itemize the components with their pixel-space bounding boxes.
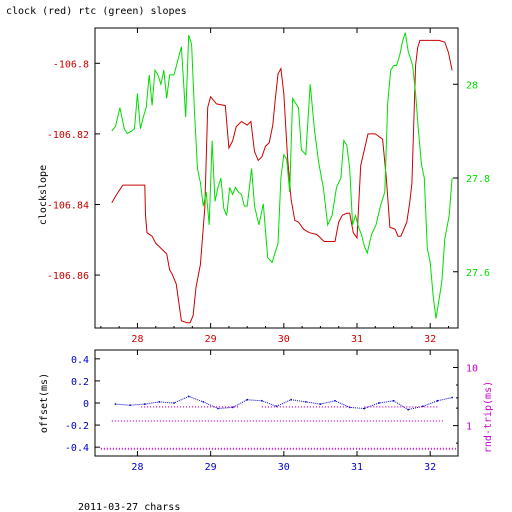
top-x-tick-label: 31 bbox=[351, 334, 363, 345]
offset-point bbox=[202, 401, 205, 403]
bottom-y-tick-label: 0 bbox=[83, 399, 89, 410]
chart-title: clock (red) rtc (green) slopes bbox=[6, 6, 187, 17]
bottom-y-tick-label: 0.4 bbox=[71, 355, 89, 366]
bottom-y-tick-label: -0.4 bbox=[65, 443, 89, 454]
offset-point bbox=[158, 401, 161, 403]
top-y-axis-label: clockslope bbox=[38, 165, 49, 225]
bottom-y-axis-label: offset(ms) bbox=[39, 373, 50, 433]
bottom-x-tick-label: 29 bbox=[205, 462, 217, 473]
top-y-tick-label: -106.84 bbox=[47, 200, 89, 211]
offset-point bbox=[261, 399, 263, 402]
top-x-tick-label: 29 bbox=[205, 334, 217, 345]
offset-point bbox=[217, 407, 219, 410]
offset-point bbox=[407, 408, 410, 411]
offset-point bbox=[422, 405, 424, 408]
offset-point bbox=[129, 404, 132, 407]
bottom-y-tick-label: 0.2 bbox=[71, 377, 89, 388]
top-series bbox=[111, 32, 453, 324]
bottom-y-tick-label: -0.2 bbox=[65, 421, 89, 432]
offset-point bbox=[143, 403, 146, 405]
offset-point bbox=[187, 395, 190, 398]
top-y-tick-label: -106.82 bbox=[47, 130, 89, 141]
bottom-x-tick-label: 28 bbox=[131, 462, 143, 473]
offset-point bbox=[378, 402, 380, 404]
offset-point bbox=[246, 398, 249, 401]
top-x-tick-label: 30 bbox=[278, 334, 290, 345]
offset-point bbox=[304, 401, 307, 403]
bottom-y2-tick-label: 1 bbox=[466, 422, 472, 433]
bottom-y2-axis-label: rnd-trip(ms) bbox=[483, 381, 494, 453]
bottom-x-tick-label: 32 bbox=[424, 462, 436, 473]
offset-point bbox=[319, 403, 322, 405]
bottom-x-tick-label: 30 bbox=[278, 462, 290, 473]
top-axis-ticks: 28 29 30 31 32 -106.8 -106.82 -106.84 -106.86 28 2… bbox=[47, 28, 490, 345]
top-y-tick-label: -106.86 bbox=[47, 271, 89, 282]
top-x-tick-label: 32 bbox=[424, 334, 436, 345]
offset-point bbox=[334, 399, 336, 402]
offset-point bbox=[290, 398, 292, 401]
top-y2-tick-label: 27.6 bbox=[466, 268, 490, 279]
offset-point bbox=[114, 403, 117, 405]
top-plot-frame bbox=[94, 27, 459, 329]
bottom-y2-tick-label: 10 bbox=[466, 363, 478, 374]
offset-points bbox=[115, 395, 453, 411]
offset-point bbox=[363, 407, 366, 410]
bottom-axis-ticks: 28 29 30 31 32 0.4 0.2 0 -0.2 -0.4 10 1 bbox=[65, 350, 478, 473]
clock-line bbox=[111, 39, 453, 324]
rtc-line bbox=[111, 32, 453, 319]
top-y2-tick-label: 27.8 bbox=[466, 174, 490, 185]
footer-date: 2011-03-27 charss bbox=[78, 502, 180, 512]
top-y-tick-label: -106.8 bbox=[53, 59, 89, 70]
bottom-series bbox=[100, 395, 456, 450]
offset-point bbox=[451, 396, 453, 399]
offset-point bbox=[173, 402, 175, 404]
offset-point bbox=[231, 406, 234, 409]
top-y2-tick-label: 28 bbox=[466, 80, 478, 91]
bottom-x-tick-label: 31 bbox=[351, 462, 363, 473]
top-x-tick-label: 28 bbox=[131, 334, 143, 345]
offset-point bbox=[436, 399, 439, 402]
offset-point bbox=[392, 399, 395, 402]
